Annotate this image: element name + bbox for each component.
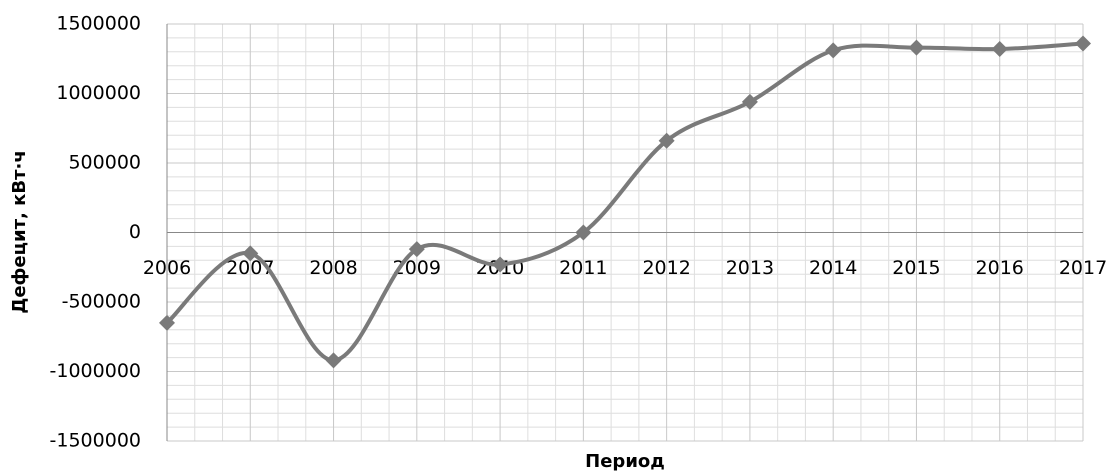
x-tick-label: 2011 [559,257,607,279]
x-tick-label: 2006 [143,257,191,279]
x-tick-label: 2008 [309,257,357,279]
marker [242,245,259,262]
y-tick-label: -1500000 [50,430,141,452]
y-tick-label: -1000000 [50,360,141,382]
x-tick-label: 2015 [892,257,940,279]
x-tick-label: 2013 [726,257,774,279]
marker [658,132,675,149]
y-tick-label: -500000 [62,291,141,313]
x-axis-title: Период [585,451,665,472]
marker [741,93,758,110]
marker [991,41,1008,58]
marker [1075,35,1091,52]
marker [575,224,592,241]
marker [492,256,509,273]
marker [908,39,925,56]
x-tick-label: 2017 [1059,257,1107,279]
marker [825,42,842,59]
x-tick-label: 2016 [976,257,1024,279]
y-tick-label: 0 [129,221,141,243]
y-tick-label: 1500000 [56,13,141,35]
marker [408,241,425,258]
y-axis-title: Дефецит, кВт·ч [9,150,30,313]
line [165,41,1084,363]
marker [325,352,342,369]
y-tick-label: 500000 [68,152,141,174]
x-tick-label: 2012 [642,257,690,279]
marker [159,314,175,331]
x-tick-label: 2014 [809,257,857,279]
y-tick-label: 1000000 [56,82,141,104]
